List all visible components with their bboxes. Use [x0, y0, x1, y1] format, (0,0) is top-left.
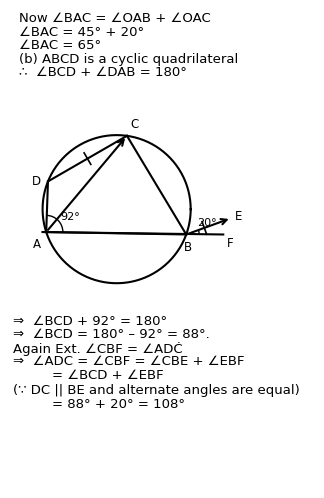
Text: 20°: 20° — [197, 218, 216, 228]
Text: ⇒  ∠ADC = ∠CBF = ∠CBE + ∠EBF: ⇒ ∠ADC = ∠CBF = ∠CBE + ∠EBF — [13, 355, 245, 368]
Text: ⇒  ∠BCD + 92° = 180°: ⇒ ∠BCD + 92° = 180° — [13, 315, 167, 328]
Text: ⇒  ∠BCD = 180° – 92° = 88°.: ⇒ ∠BCD = 180° – 92° = 88°. — [13, 328, 210, 341]
Text: C: C — [130, 119, 138, 131]
Text: (∵ DC || BE and alternate angles are equal): (∵ DC || BE and alternate angles are equ… — [13, 384, 300, 397]
Text: (b) ABCD is a cyclic quadrilateral: (b) ABCD is a cyclic quadrilateral — [19, 53, 239, 66]
Text: = ∠BCD + ∠EBF: = ∠BCD + ∠EBF — [52, 369, 164, 381]
Text: A: A — [33, 238, 40, 250]
Text: ∠BAC = 65°: ∠BAC = 65° — [19, 39, 101, 52]
Text: = 88° + 20° = 108°: = 88° + 20° = 108° — [52, 398, 185, 411]
Text: F: F — [227, 238, 234, 250]
Text: 92°: 92° — [60, 212, 80, 222]
Text: B: B — [184, 241, 192, 254]
Text: E: E — [235, 210, 243, 223]
Text: ∠BAC = 45° + 20°: ∠BAC = 45° + 20° — [19, 26, 145, 39]
Text: D: D — [32, 175, 41, 188]
Text: Again Ext. ∠CBF = ∠ADĊ: Again Ext. ∠CBF = ∠ADĊ — [13, 342, 183, 356]
Text: ∴  ∠BCD + ∠DAB = 180°: ∴ ∠BCD + ∠DAB = 180° — [19, 66, 187, 79]
Text: Now ∠BAC = ∠OAB + ∠OAC: Now ∠BAC = ∠OAB + ∠OAC — [19, 12, 211, 25]
